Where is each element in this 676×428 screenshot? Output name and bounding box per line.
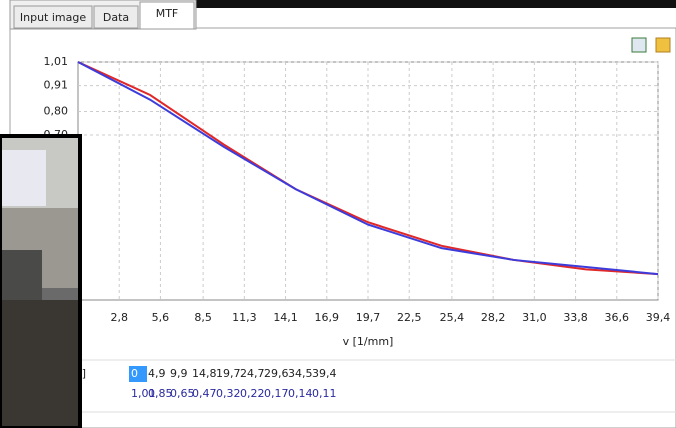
table-cell[interactable]: 19,7: [216, 367, 241, 380]
x-tick-label: 25,4: [440, 311, 465, 324]
tab-label[interactable]: Input image: [20, 11, 86, 24]
table-cell[interactable]: 4,9: [148, 367, 166, 380]
table-cell[interactable]: 34,5: [288, 367, 313, 380]
table-cell[interactable]: 39,4: [312, 367, 337, 380]
y-tick-label: 0,80: [44, 104, 69, 117]
x-tick-label: 2,8: [110, 311, 128, 324]
photo-inset: [0, 136, 80, 428]
screen: Input imageDataMTF 1,010,910,800,702,85,…: [0, 0, 676, 428]
y-tick-label: 1,01: [44, 55, 69, 68]
x-tick-label: 39,4: [646, 311, 671, 324]
x-tick-label: 5,6: [152, 311, 170, 324]
table-cell[interactable]: 29,6: [264, 367, 289, 380]
plot-area: [78, 62, 658, 300]
tab-label[interactable]: Data: [103, 11, 129, 24]
photo-floor: [2, 300, 78, 426]
x-tick-label: 16,9: [315, 311, 340, 324]
x-tick-label: 28,2: [481, 311, 506, 324]
photo-poster: [2, 150, 46, 206]
table-cell[interactable]: 0,14: [288, 387, 313, 400]
table-cell[interactable]: 24,7: [240, 367, 265, 380]
table-cell[interactable]: 0,65: [170, 387, 195, 400]
x-tick-label: 14,1: [273, 311, 298, 324]
table-cell[interactable]: 0,17: [264, 387, 289, 400]
table-cell[interactable]: 0,11: [312, 387, 337, 400]
table-cell[interactable]: 0: [131, 367, 138, 380]
table-cell[interactable]: 0,85: [148, 387, 173, 400]
table-cell[interactable]: 9,9: [170, 367, 188, 380]
export-icon[interactable]: [632, 38, 646, 52]
table-cell[interactable]: 0,32: [216, 387, 241, 400]
tabs: Input image Data MTF: [14, 2, 194, 29]
x-tick-label: 8,5: [194, 311, 212, 324]
x-tick-label: 11,3: [232, 311, 257, 324]
save-icon[interactable]: [656, 38, 670, 52]
y-tick-label: 0,91: [44, 79, 69, 92]
table-cell[interactable]: 0,22: [240, 387, 265, 400]
frame-top: [196, 0, 676, 8]
x-tick-label: 33,8: [563, 311, 588, 324]
table-cell[interactable]: 14,8: [192, 367, 217, 380]
x-axis-label: v [1/mm]: [343, 335, 394, 348]
table-cell[interactable]: 0,47: [192, 387, 217, 400]
page: Input imageDataMTF 1,010,910,800,702,85,…: [0, 0, 676, 428]
x-tick-label: 19,7: [356, 311, 381, 324]
x-tick-label: 36,6: [605, 311, 630, 324]
x-tick-label: 31,0: [522, 311, 547, 324]
tab-label[interactable]: MTF: [156, 7, 179, 20]
x-tick-label: 22,5: [397, 311, 422, 324]
